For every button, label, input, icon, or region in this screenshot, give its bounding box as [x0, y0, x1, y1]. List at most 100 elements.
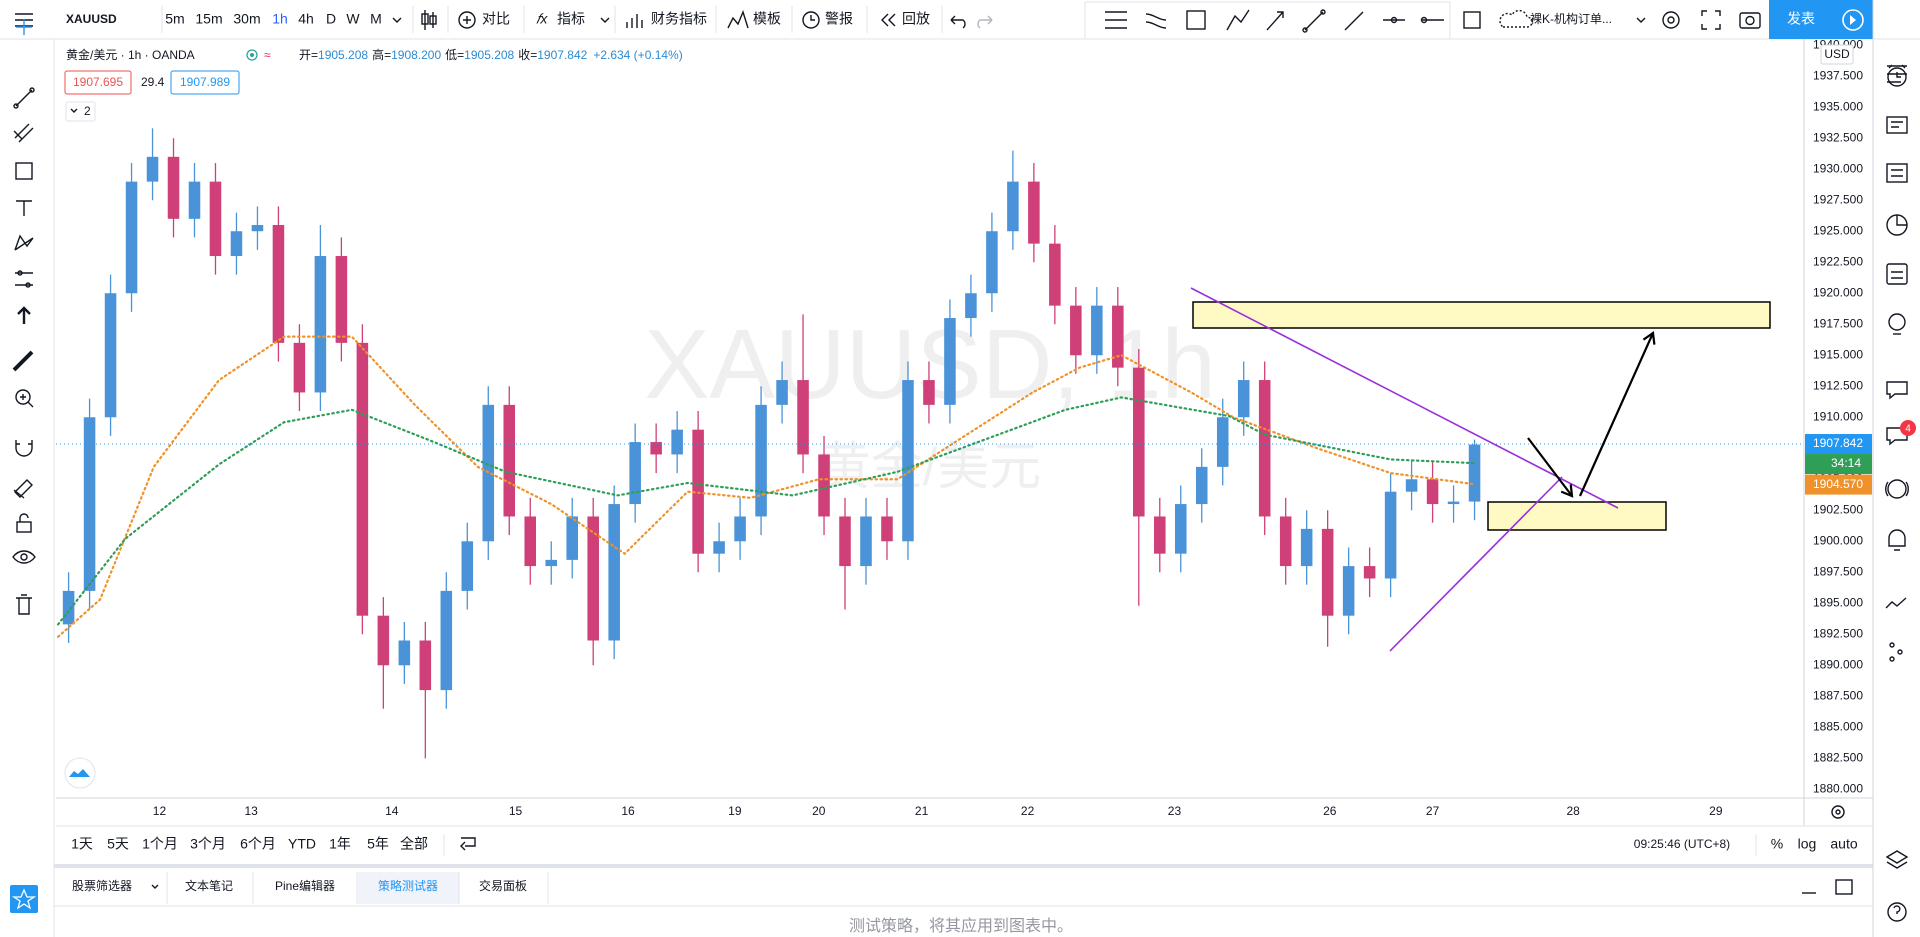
replay[interactable]: 回放 — [902, 11, 930, 27]
interval[interactable]: 30m — [233, 11, 260, 27]
symbol[interactable]: XAUUSD — [66, 12, 117, 26]
range[interactable]: 6个月 — [240, 836, 276, 852]
interval[interactable]: 5m — [165, 11, 184, 27]
drawing-tools[interactable] — [1105, 9, 1444, 33]
checkbox-icon[interactable] — [1463, 11, 1481, 29]
redo-icon[interactable] — [977, 15, 993, 29]
financials[interactable]: 财务指标 — [651, 11, 707, 27]
support-zone[interactable] — [1487, 501, 1667, 531]
dropdown-icon[interactable] — [1636, 17, 1646, 23]
currency-badge[interactable] — [1820, 44, 1854, 65]
candle-body — [1154, 516, 1166, 554]
publish[interactable]: 发表 — [1787, 11, 1815, 27]
alerts-icon[interactable] — [802, 11, 820, 29]
candle-body — [1007, 181, 1019, 232]
tab-active[interactable]: 策略测试器 — [378, 878, 438, 893]
range[interactable]: 1个月 — [142, 836, 178, 852]
interval[interactable]: W — [346, 11, 360, 27]
candle-body — [902, 380, 914, 542]
auto-toggle[interactable]: auto — [1830, 836, 1857, 852]
ask-box[interactable] — [170, 70, 240, 95]
range[interactable]: 1年 — [329, 836, 351, 852]
range[interactable]: 1天 — [71, 836, 93, 852]
candle-body — [209, 181, 222, 257]
dropdown-icon[interactable] — [600, 17, 610, 23]
trend-line[interactable] — [1190, 287, 1619, 509]
dropdown-icon[interactable] — [392, 17, 402, 23]
goto-date-icon[interactable] — [460, 837, 476, 851]
compare[interactable]: 对比 — [482, 11, 510, 27]
range[interactable]: 全部 — [400, 836, 428, 852]
snapshot-icon[interactable] — [1739, 12, 1761, 29]
candle-body — [1405, 479, 1418, 492]
candle-body — [545, 559, 558, 567]
replay-icon[interactable] — [881, 13, 896, 27]
maximize-icon[interactable] — [1835, 879, 1853, 895]
candle-body — [944, 318, 956, 405]
layout-name[interactable]: 裸K-机构订单... — [1530, 11, 1612, 26]
y-tick-label: 1932.500 — [1813, 130, 1863, 144]
resistance-zone[interactable] — [1192, 301, 1771, 329]
range[interactable]: 3个月 — [190, 836, 226, 852]
compare-icon[interactable] — [458, 11, 476, 29]
indicators-icon[interactable]: 𝑓x — [536, 11, 548, 27]
range[interactable]: 5天 — [107, 836, 129, 852]
indicators[interactable]: 指标 — [557, 11, 585, 27]
y-tick-label: 1927.500 — [1813, 192, 1863, 206]
templates-icon[interactable] — [727, 9, 749, 29]
interval[interactable]: 15m — [195, 11, 222, 27]
interval[interactable]: D — [326, 11, 336, 27]
y-tick-label: 1897.500 — [1813, 564, 1863, 578]
left-toolbar[interactable] — [12, 19, 36, 615]
collapse-button[interactable] — [65, 101, 96, 122]
candle-body — [1174, 504, 1187, 554]
candle-body — [587, 516, 599, 641]
bid[interactable]: 1907.695 — [73, 75, 123, 89]
financials-icon[interactable] — [626, 14, 643, 28]
play-icon[interactable] — [1842, 9, 1864, 31]
candle-body — [1342, 566, 1355, 616]
clock[interactable]: 09:25:46 (UTC+8) — [1634, 837, 1730, 851]
tab[interactable]: 文本笔记 — [185, 878, 233, 893]
range[interactable]: YTD — [288, 836, 316, 852]
settings-icon[interactable] — [1662, 11, 1680, 29]
arrow[interactable] — [1578, 331, 1656, 497]
notification-badge — [1900, 420, 1916, 436]
ask[interactable]: 1907.989 — [180, 75, 230, 89]
candle-body — [1049, 243, 1061, 306]
candle-body — [335, 256, 348, 343]
publish-button[interactable] — [1769, 0, 1833, 39]
percent-toggle[interactable]: % — [1771, 836, 1783, 852]
candle-body — [755, 404, 767, 517]
candle-body — [125, 181, 138, 294]
tab[interactable]: 交易面板 — [479, 878, 527, 893]
chart-style-icon[interactable] — [421, 10, 437, 30]
axis-settings-icon[interactable] — [1831, 805, 1845, 819]
bid-box[interactable] — [64, 70, 132, 95]
alerts[interactable]: 警报 — [825, 11, 853, 27]
fullscreen-icon[interactable] — [1701, 10, 1721, 30]
y-tick-label: 1902.500 — [1813, 502, 1863, 516]
undo-icon[interactable] — [950, 15, 966, 29]
log-toggle[interactable]: log — [1798, 836, 1817, 852]
interval[interactable]: 4h — [298, 11, 314, 27]
y-tick-label: 1895.000 — [1813, 595, 1863, 609]
tab[interactable]: Pine编辑器 — [275, 878, 335, 893]
templates[interactable]: 模板 — [753, 11, 781, 27]
visibility-icon[interactable] — [246, 49, 258, 61]
right-sidebar[interactable] — [1885, 64, 1909, 922]
candle-body — [1300, 528, 1313, 567]
ohlc: 开=1905.208 高=1908.200 低=1905.208 收=1907.842… — [299, 47, 683, 62]
candle-body — [1195, 466, 1208, 505]
candle-body — [1133, 367, 1145, 517]
tab[interactable]: 股票筛选器 — [72, 878, 132, 893]
range[interactable]: 5年 — [367, 836, 389, 852]
trend-line[interactable] — [1389, 476, 1563, 652]
interval[interactable]: M — [370, 11, 382, 27]
settings-glyph[interactable]: ≈ — [264, 48, 271, 62]
arrow[interactable] — [1527, 437, 1574, 498]
dropdown-icon[interactable] — [151, 884, 159, 889]
interval-active[interactable]: 1h — [272, 11, 288, 27]
favorites-button[interactable] — [10, 885, 38, 913]
logo[interactable] — [64, 757, 96, 789]
